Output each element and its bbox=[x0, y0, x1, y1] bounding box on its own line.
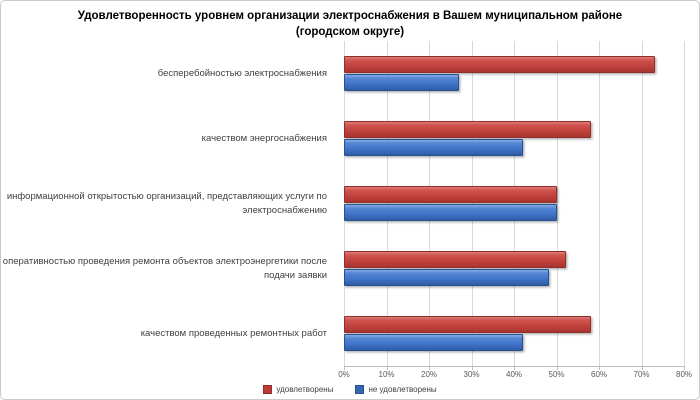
bar-not-satisfied bbox=[344, 269, 549, 286]
category-label: бесперебойностью электроснабжения bbox=[157, 67, 327, 79]
legend-swatch-icon bbox=[263, 385, 273, 394]
x-axis-tick-label: 50% bbox=[548, 370, 565, 379]
bar-group bbox=[344, 301, 685, 366]
x-axis-tickmark bbox=[556, 366, 558, 370]
bar-not-satisfied bbox=[344, 334, 524, 351]
bar-not-satisfied bbox=[344, 204, 558, 221]
category-label: информационной открытостью организаций, … bbox=[6, 191, 327, 216]
category-label: качеством энергоснабжения bbox=[201, 132, 327, 144]
bar-group bbox=[344, 41, 685, 106]
category-axis: бесперебойностью электроснабжения качеств… bbox=[1, 41, 335, 366]
bar-satisfied bbox=[344, 186, 558, 203]
bar-satisfied bbox=[344, 56, 656, 73]
gridline bbox=[429, 41, 430, 366]
bar-satisfied bbox=[344, 251, 566, 268]
gridline bbox=[684, 41, 685, 366]
bar-group bbox=[344, 236, 685, 301]
legend-swatch-icon bbox=[355, 385, 365, 394]
chart-title: Удовлетворенность уровнем организации эл… bbox=[77, 10, 623, 38]
gridline bbox=[471, 41, 473, 366]
category-label: оперативностью проведения ремонта объект… bbox=[2, 256, 327, 281]
legend-label: удовлетворены bbox=[276, 385, 334, 394]
legend-item: не удовлетворены bbox=[355, 385, 437, 394]
x-axis-tick-label: 80% bbox=[675, 370, 693, 379]
gridline bbox=[556, 41, 558, 366]
bar-not-satisfied bbox=[344, 139, 524, 156]
category-label: качеством проведенных ремонтных работ bbox=[140, 327, 327, 339]
gridline bbox=[599, 41, 600, 366]
gridline bbox=[641, 41, 643, 366]
x-axis-tickmark bbox=[386, 366, 388, 370]
plot-area bbox=[344, 41, 685, 367]
x-axis-tick-label: 10% bbox=[378, 370, 395, 379]
gridline bbox=[386, 41, 388, 366]
x-axis-tick-label: 30% bbox=[463, 370, 480, 379]
bar-satisfied bbox=[344, 316, 592, 333]
x-axis-tick-label: 60% bbox=[590, 370, 608, 379]
gridline bbox=[514, 41, 515, 366]
x-axis-tick-label: 70% bbox=[633, 370, 650, 379]
legend-label: не удовлетворены bbox=[368, 385, 437, 394]
bar-satisfied bbox=[344, 121, 592, 138]
x-axis-tickmark bbox=[471, 366, 473, 370]
x-axis-tick-label: 40% bbox=[505, 370, 523, 379]
x-axis-tickmark bbox=[514, 366, 515, 370]
x-axis-tickmark bbox=[684, 366, 685, 370]
x-axis-tick-label: 0% bbox=[338, 370, 350, 379]
x-axis-tickmark bbox=[641, 366, 643, 370]
x-axis-tickmark bbox=[599, 366, 600, 370]
bar-group bbox=[344, 171, 685, 236]
x-axis-tickmark bbox=[344, 366, 345, 370]
gridline bbox=[344, 41, 345, 366]
x-axis-tick-label: 20% bbox=[420, 370, 438, 379]
bar-group bbox=[344, 106, 685, 171]
legend: удовлетворены не удовлетворены bbox=[1, 385, 699, 394]
legend-item: удовлетворены bbox=[263, 385, 333, 394]
bar-not-satisfied bbox=[344, 74, 460, 91]
x-axis-tickmark bbox=[429, 366, 430, 370]
